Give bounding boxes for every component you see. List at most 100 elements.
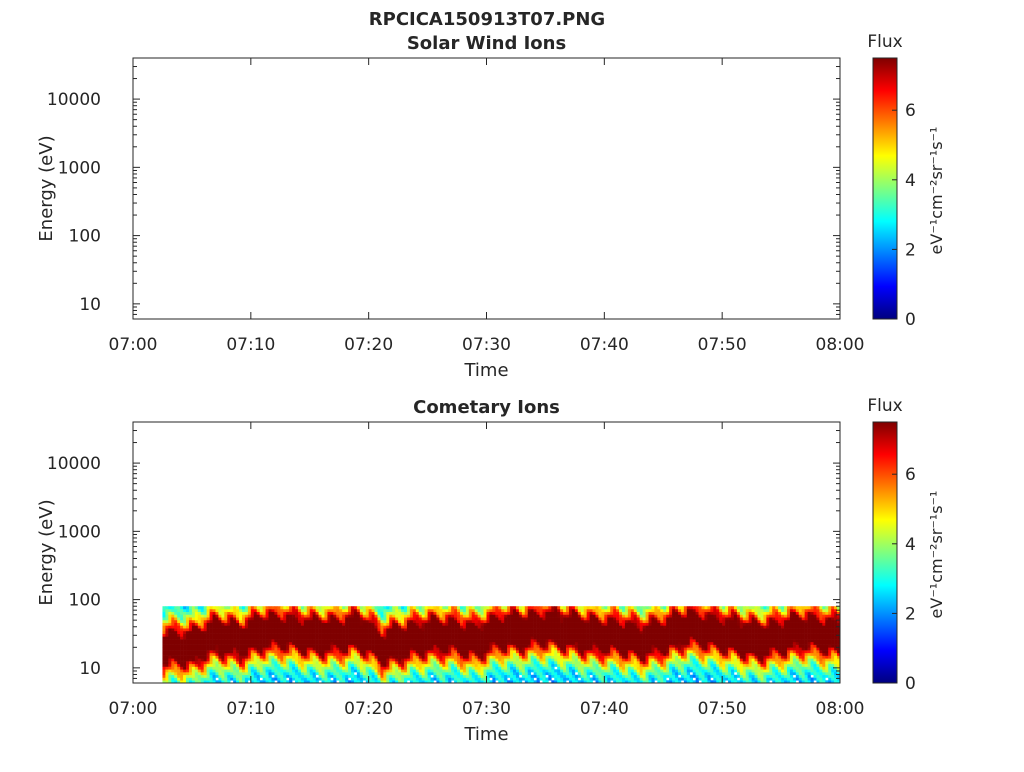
heatmap-cell: [563, 678, 566, 681]
heatmap-cell: [654, 606, 657, 609]
heatmap-cell: [301, 628, 304, 631]
heatmap-cell: [613, 628, 616, 631]
heatmap-cell: [327, 675, 330, 678]
heatmap-cell: [324, 617, 327, 620]
heatmap-cell: [534, 642, 537, 645]
heatmap-cell: [436, 675, 439, 678]
heatmap-cell: [560, 669, 563, 672]
heatmap-cell: [604, 620, 607, 623]
heatmap-cell: [492, 623, 495, 626]
heatmap-cell: [280, 636, 283, 639]
heatmap-cell: [548, 664, 551, 667]
heatmap-cell: [613, 669, 616, 672]
heatmap-cell: [660, 653, 663, 656]
heatmap-cell: [236, 664, 239, 667]
heatmap-cell: [669, 636, 672, 639]
heatmap-cell: [210, 656, 213, 659]
heatmap-cell: [171, 672, 174, 675]
heatmap-cell: [236, 606, 239, 609]
heatmap-cell: [398, 617, 401, 620]
heatmap-cell: [666, 609, 669, 612]
heatmap-cell: [649, 664, 652, 667]
heatmap-cell: [557, 634, 560, 637]
heatmap-cell: [451, 669, 454, 672]
heatmap-cell: [215, 669, 218, 672]
heatmap-cell: [475, 606, 478, 609]
heatmap-cell: [269, 661, 272, 664]
heatmap-cell: [622, 669, 625, 672]
heatmap-cell: [584, 625, 587, 628]
heatmap-cell: [537, 658, 540, 661]
heatmap-cell: [233, 614, 236, 617]
heatmap-cell: [251, 614, 254, 617]
heatmap-cell: [492, 636, 495, 639]
heatmap-cell: [354, 631, 357, 634]
heatmap-cell: [401, 678, 404, 681]
heatmap-cell: [207, 664, 210, 667]
heatmap-cell: [254, 675, 257, 678]
heatmap-cell: [263, 617, 266, 620]
heatmap-cell: [333, 667, 336, 670]
heatmap-cell: [519, 614, 522, 617]
heatmap-cell: [230, 609, 233, 612]
heatmap-cell: [657, 667, 660, 670]
heatmap-cell: [537, 653, 540, 656]
heatmap-cell: [398, 606, 401, 609]
heatmap-cell: [607, 658, 610, 661]
heatmap-cell: [313, 672, 316, 675]
heatmap-cell: [257, 612, 260, 615]
heatmap-cell: [274, 628, 277, 631]
heatmap-cell: [657, 634, 660, 637]
heatmap-cell: [230, 669, 233, 672]
heatmap-cell: [419, 620, 422, 623]
heatmap-cell: [445, 625, 448, 628]
heatmap-cell: [327, 669, 330, 672]
heatmap-cell: [245, 658, 248, 661]
heatmap-cell: [280, 614, 283, 617]
heatmap-cell: [324, 634, 327, 637]
heatmap-cell: [610, 664, 613, 667]
heatmap-cell: [540, 628, 543, 631]
heatmap-cell: [378, 634, 381, 637]
heatmap-cell: [407, 623, 410, 626]
heatmap-cell: [189, 623, 192, 626]
heatmap-cell: [319, 606, 322, 609]
heatmap-cell: [180, 653, 183, 656]
heatmap-cell: [457, 625, 460, 628]
heatmap-cell: [233, 620, 236, 623]
heatmap-cell: [463, 647, 466, 650]
heatmap-cell: [598, 658, 601, 661]
heatmap-cell: [551, 606, 554, 609]
heatmap-cell: [383, 631, 386, 634]
heatmap-cell: [501, 664, 504, 667]
heatmap-cell: [375, 631, 378, 634]
heatmap-cell: [392, 631, 395, 634]
heatmap-cell: [678, 653, 681, 656]
heatmap-cell: [392, 656, 395, 659]
heatmap-cell: [507, 642, 510, 645]
x-tick-label: 07:20: [344, 335, 393, 355]
heatmap-cell: [186, 658, 189, 661]
heatmap-cell: [654, 634, 657, 637]
heatmap-cell: [295, 675, 298, 678]
heatmap-cell: [442, 636, 445, 639]
heatmap-cell: [622, 656, 625, 659]
heatmap-cell: [654, 650, 657, 653]
heatmap-cell: [566, 656, 569, 659]
heatmap-cell: [607, 634, 610, 637]
heatmap-cell: [351, 620, 354, 623]
heatmap-cell: [263, 625, 266, 628]
heatmap-cell: [416, 675, 419, 678]
heatmap-cell: [333, 606, 336, 609]
heatmap-cell: [646, 612, 649, 615]
heatmap-cell: [504, 656, 507, 659]
heatmap-cell: [581, 658, 584, 661]
heatmap-cell: [230, 612, 233, 615]
heatmap-cell: [631, 642, 634, 645]
heatmap-cell: [248, 661, 251, 664]
heatmap-cell: [248, 614, 251, 617]
heatmap-cell: [351, 675, 354, 678]
heatmap-cell: [339, 672, 342, 675]
heatmap-cell: [401, 609, 404, 612]
heatmap-cell: [519, 669, 522, 672]
